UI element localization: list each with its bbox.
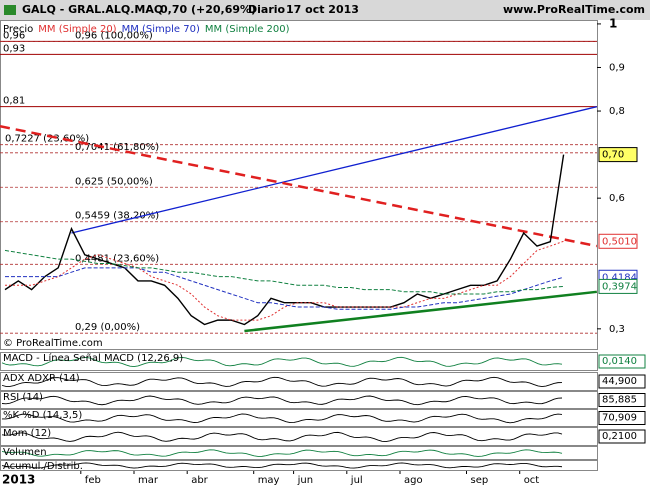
indicator-box <box>598 354 646 369</box>
indicator-line <box>1 395 563 406</box>
h-line-label: 0,93 <box>3 43 25 54</box>
copyright: © ProRealTime.com <box>3 338 103 349</box>
fib-label: 0,29 (0,00%) <box>75 322 140 333</box>
fib-label: 0,625 (50,00%) <box>75 176 153 187</box>
price-label: 0,70 <box>602 150 624 161</box>
indicator-panel <box>0 427 598 446</box>
fib-label: 0,7041 (61,80%) <box>75 142 159 153</box>
trendline <box>244 290 597 333</box>
indicator-value: 85,885 <box>602 395 637 406</box>
indicator-value: 44,900 <box>602 376 637 387</box>
indicator-label: RSI (14) <box>3 392 43 403</box>
indicator-line <box>1 413 563 424</box>
indicator-panel <box>0 391 598 409</box>
indicator-value: 0,2100 <box>602 431 637 442</box>
indicator-line <box>1 431 563 442</box>
y-tick-label: 0,8 <box>609 106 625 117</box>
x-tick-label: mar <box>138 475 159 486</box>
plot-frame <box>0 20 598 350</box>
indicator-label: Volumen <box>3 447 47 458</box>
indicator-box <box>598 393 646 407</box>
quote: 0,70 (+20,69%) <box>160 3 256 16</box>
h-line-label: 0,96 <box>3 30 25 41</box>
legend-entry: MM (Simple 200) <box>205 24 290 35</box>
x-tick-label: oct <box>524 475 540 486</box>
fib-label: 0,96 (100,00%) <box>75 30 153 41</box>
indicator-panel <box>0 409 598 427</box>
icon <box>4 5 16 15</box>
indicator-line <box>1 462 563 469</box>
trendline <box>0 125 598 248</box>
symbol: GALQ - GRAL.ALQ.MAQ <box>22 3 163 16</box>
date: 17 oct 2013 <box>286 3 359 16</box>
price-box <box>598 147 638 163</box>
price-label: 0,3974 <box>602 281 637 292</box>
site: www.ProRealTime.com <box>503 3 645 16</box>
legend-entry: MM (Simple 20) <box>38 24 116 35</box>
indicator-line <box>1 356 563 368</box>
x-tick-label: may <box>258 475 280 486</box>
indicator-box <box>598 429 646 444</box>
fib-label: 0,4481 (23,60%) <box>75 253 159 264</box>
x-tick-label: feb <box>85 475 101 486</box>
y-tick-label: 0,3 <box>609 324 625 335</box>
indicator-box <box>598 411 646 425</box>
x-tick-label: ago <box>404 475 423 486</box>
x-tick-label: jun <box>297 475 313 486</box>
indicator-label: ADX ADXR (14) <box>3 373 80 384</box>
indicator-label: MACD - Línea Señal MACD (12,26,9) <box>3 352 183 364</box>
indicator-box <box>598 374 646 389</box>
fib-label: 0,5459 (38,20%) <box>75 211 159 222</box>
price-label: 0,4184 <box>602 272 637 283</box>
trendline <box>71 106 598 234</box>
fib-label: 0,7227 (23,60%) <box>5 134 89 145</box>
legend-entry: Precio <box>3 24 33 35</box>
h-line-label: 0,81 <box>3 96 25 107</box>
x-tick-label: abr <box>191 475 208 486</box>
price-box <box>598 278 638 294</box>
y-tick-label: 0,6 <box>609 193 625 204</box>
legend-entry: MM (Simple 70) <box>122 24 200 35</box>
indicator-value: 70,909 <box>602 413 637 424</box>
indicator-line <box>1 449 563 457</box>
price-box <box>598 233 638 249</box>
header-bar <box>0 0 650 20</box>
indicator-value: 0,0140 <box>602 356 637 367</box>
moving-average <box>5 240 564 321</box>
moving-average <box>4 249 564 295</box>
period: Diario <box>248 3 286 16</box>
price-line <box>4 154 565 326</box>
price-label: 0,5010 <box>602 236 637 247</box>
indicator-label: Mom (12) <box>3 428 51 439</box>
indicator-label: %K %D (14,3,5) <box>3 410 82 421</box>
x-tick-label: 2013 <box>2 473 35 487</box>
indicator-panel <box>0 446 598 460</box>
x-tick-label: jul <box>350 475 363 486</box>
y-tick-label: 1 <box>609 16 617 30</box>
indicator-label: Acumul./Distrib. <box>3 461 83 472</box>
y-tick-label: 0,9 <box>609 62 625 73</box>
indicator-panel <box>0 460 598 471</box>
x-tick-label: sep <box>471 475 489 486</box>
indicator-line <box>1 376 563 388</box>
